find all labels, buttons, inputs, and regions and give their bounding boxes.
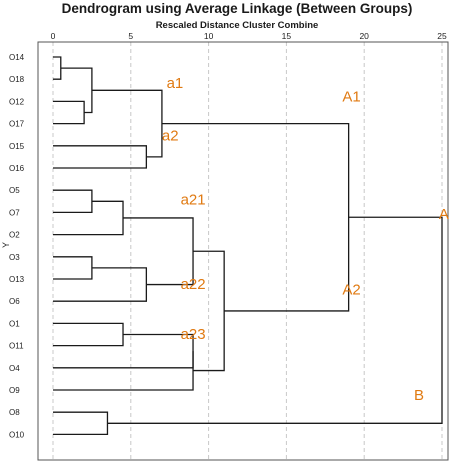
cluster-annotation: A2 [342,282,360,299]
chart-title: Dendrogram using Average Linkage (Betwee… [61,1,413,16]
leaf-label: O13 [9,275,25,284]
leaf-label: O7 [9,208,20,217]
leaf-label: O14 [9,53,25,62]
dendrogram-links [53,56,443,436]
leaf-label: O3 [9,253,20,262]
leaf-label: O12 [9,97,25,106]
leaf-label: O6 [9,297,20,306]
cluster-annotation: a2 [162,127,179,144]
dendrogram-link [53,351,194,391]
leaf-label: O15 [9,142,25,151]
leaf-label: O8 [9,408,20,417]
cluster-annotation: a1 [167,75,184,92]
leaf-label: O11 [9,342,24,351]
leaf-label: O5 [9,186,20,195]
dendrogram-link [60,67,93,114]
x-tick-label: 15 [282,31,292,41]
leaf-label: O1 [9,319,20,328]
leaf-labels: O14 O18 O12 O17 O15 O16 O5 O7 O2 O3 O13 O6 O1 O11 O4 O9… [9,53,25,439]
leaf-label: O4 [9,364,20,373]
leaf-label: O16 [9,164,25,173]
dendrogram-link [53,322,124,347]
cluster-annotation: a23 [181,326,206,343]
x-tick-label: 0 [51,31,56,41]
dendrogram-link [91,89,163,158]
x-tick-label: 20 [359,31,369,41]
cluster-annotation: A1 [342,88,360,105]
dendrogram-link [123,217,194,286]
dendrogram-link [53,56,62,80]
cluster-annotation: a22 [181,276,206,293]
dendrogram-link [53,145,148,169]
dendrogram-link [53,411,109,436]
x-tick-label: 25 [437,31,447,41]
x-tick-label: 5 [128,31,133,41]
y-axis-label: Y [1,242,11,248]
plot-frame [37,41,449,461]
grid-lines [52,42,443,460]
dendrogram-link [53,189,93,214]
dendrogram-link [107,216,443,424]
cluster-annotation: B [414,387,424,404]
leaf-label: O9 [9,386,20,395]
x-axis-ticks: 0 5 10 15 20 25 [51,31,447,41]
dendrogram-link [53,256,93,280]
leaf-label: O18 [9,75,25,84]
cluster-annotation: A [439,206,449,223]
cluster-annotation: a21 [181,192,206,209]
dendrogram-link [53,200,124,236]
chart-subtitle: Rescaled Distance Cluster Combine [155,20,319,31]
dendrogram-link [53,100,85,125]
leaf-label: O2 [9,231,20,240]
leaf-label: O17 [9,120,25,129]
x-tick-label: 10 [204,31,214,41]
dendrogram-link [53,267,148,302]
leaf-label: O10 [9,430,25,439]
